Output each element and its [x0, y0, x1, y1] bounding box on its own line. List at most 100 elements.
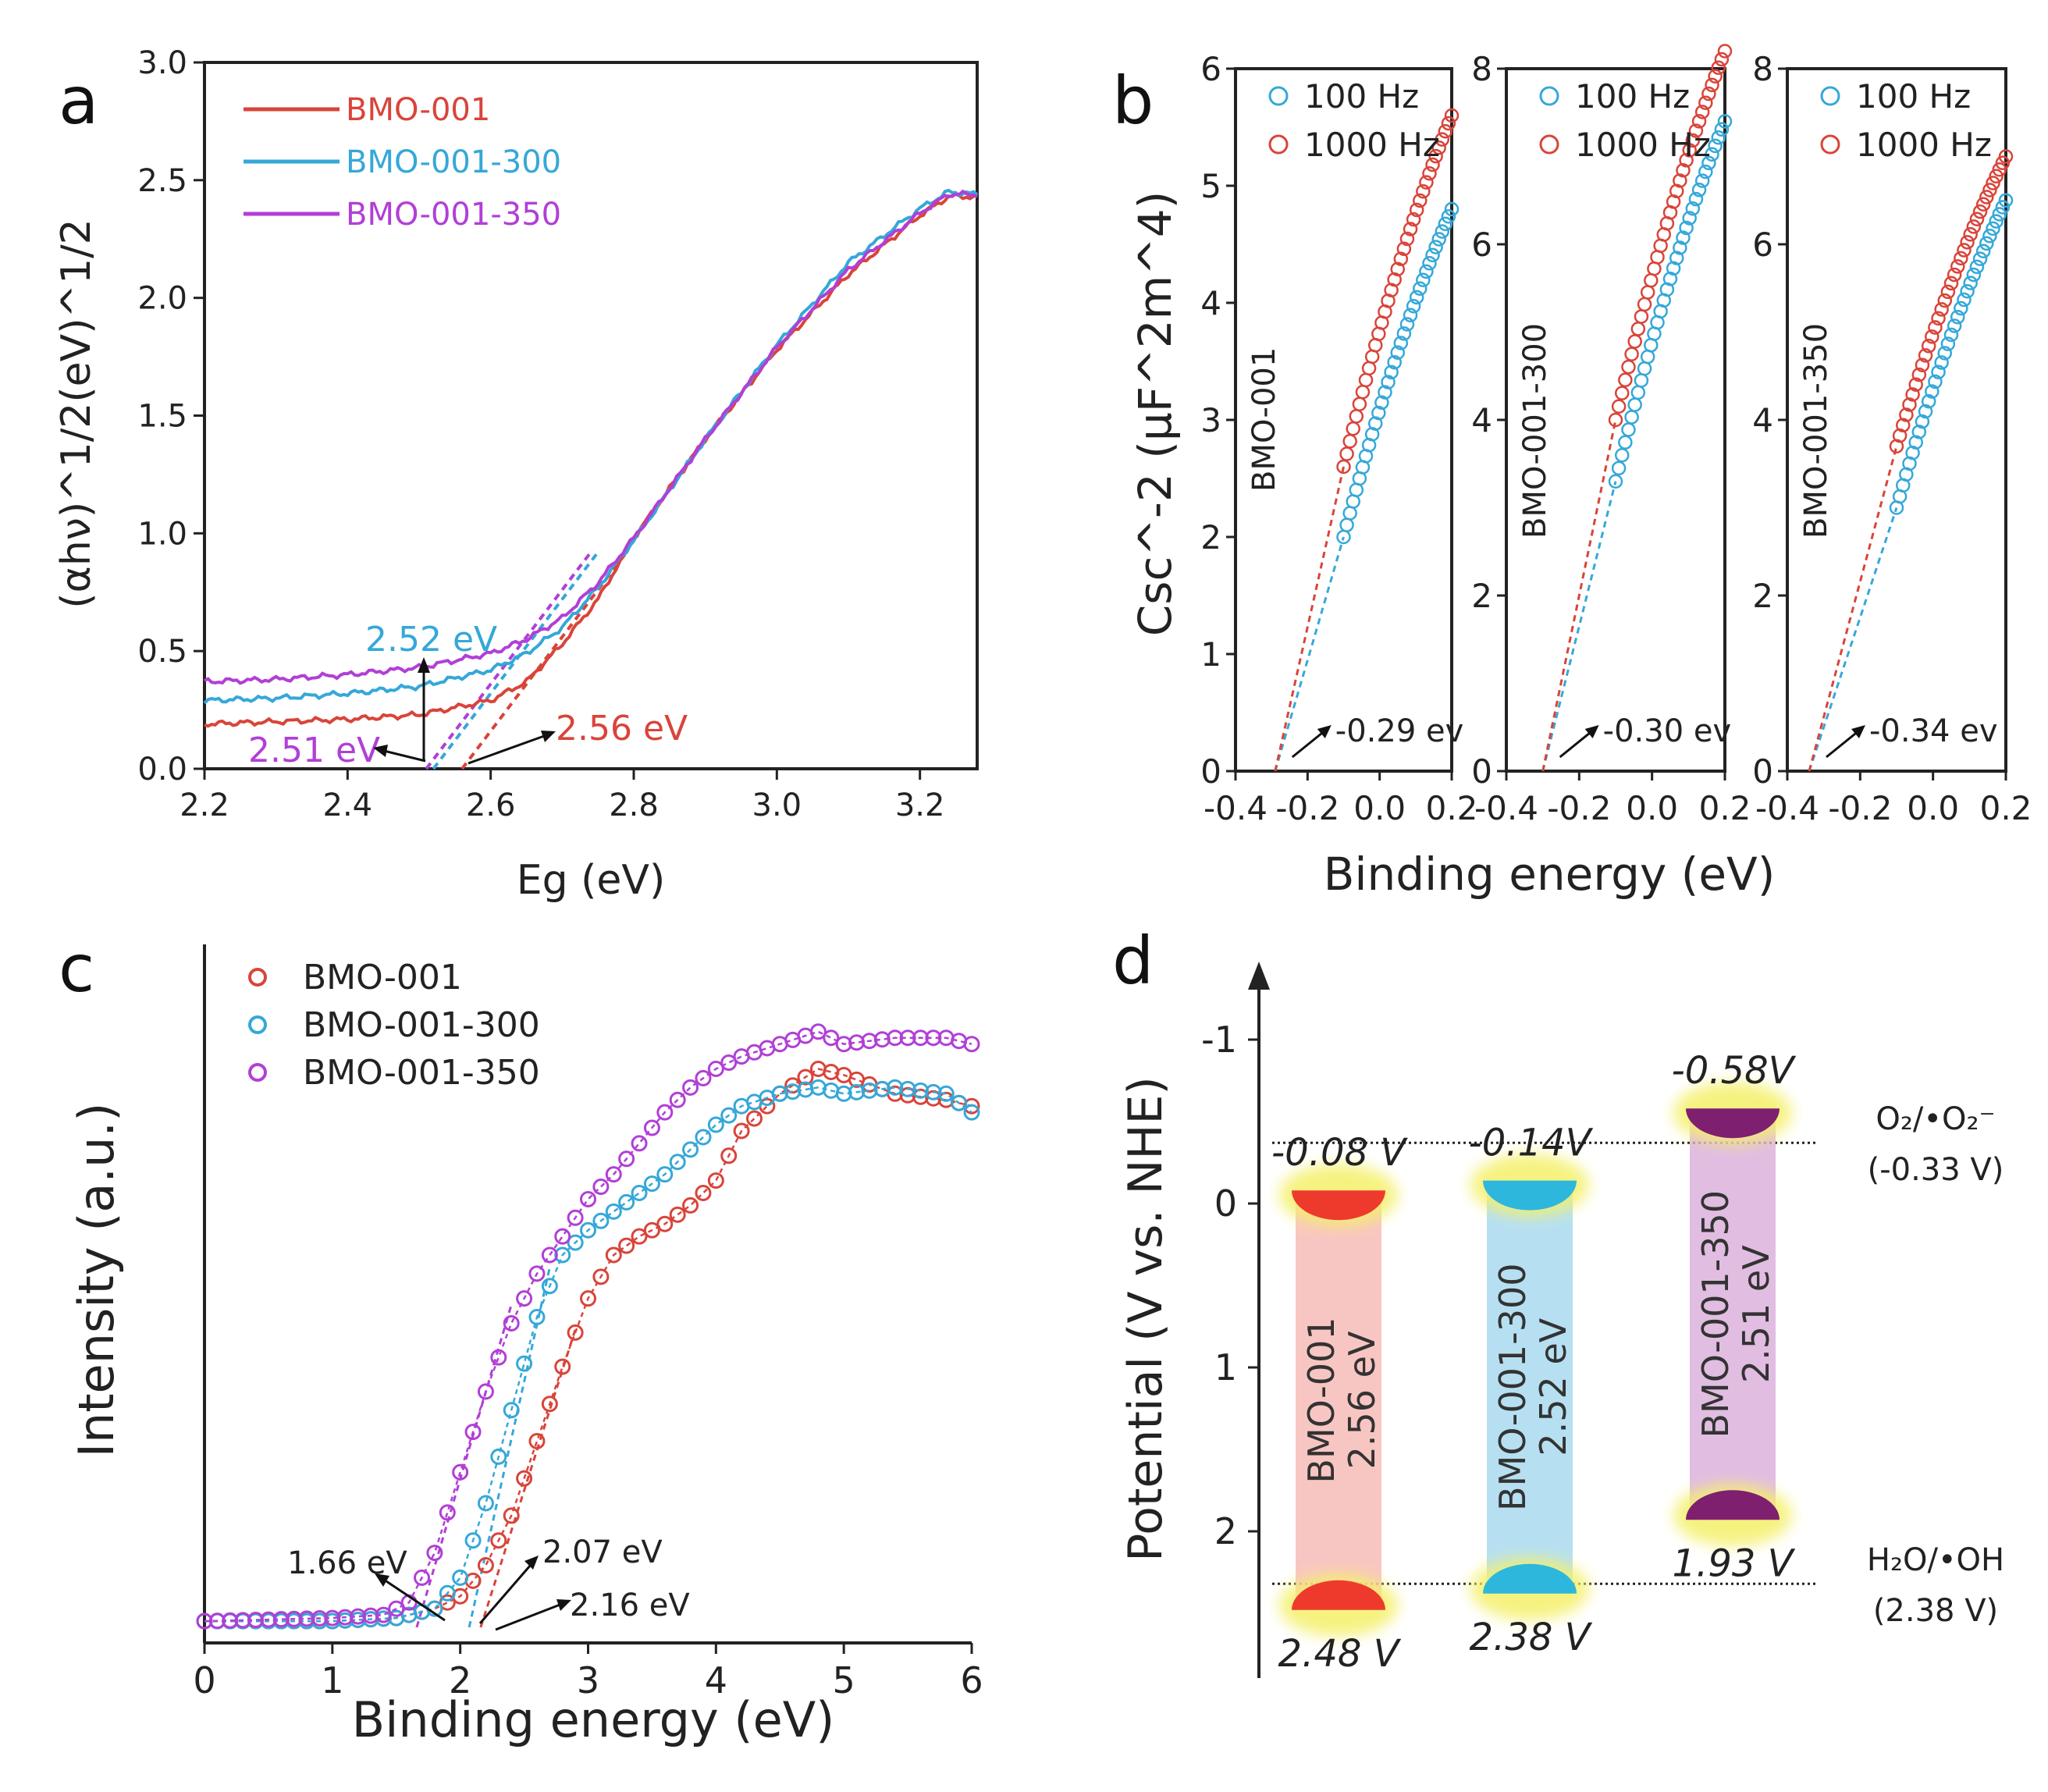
- band-gap-bar: [1296, 1190, 1381, 1610]
- data-point-1000hz: [1630, 322, 1646, 336]
- data-point-100hz: [1931, 364, 1946, 379]
- band-sample-name: BMO-001: [1300, 1317, 1342, 1483]
- data-point: [605, 1166, 622, 1183]
- data-point: [503, 1507, 520, 1524]
- data-point-1000hz: [1960, 235, 1975, 250]
- data-point-100hz: [1640, 349, 1655, 364]
- x-tick-label: 0.0: [1907, 789, 1959, 827]
- data-point-1000hz: [1899, 407, 1914, 422]
- panel-c-ylabel: Intensity (a.u.): [68, 1103, 125, 1458]
- data-point: [414, 1569, 431, 1586]
- vb-potential-label: 2.48 V: [1278, 1632, 1402, 1676]
- data-point: [580, 1290, 596, 1307]
- data-point: [503, 1314, 520, 1332]
- panel-a-ticks: 2.2 2.4 2.6 2.8 3.0 3.2 0.0 0.5 1.0 1.5 2.0 2.5 3.0: [137, 45, 944, 823]
- data-point-1000hz: [1895, 418, 1911, 433]
- data-point-1000hz: [1928, 320, 1943, 335]
- reference-level-label: O₂/•O₂⁻: [1876, 1101, 1995, 1137]
- data-point-1000hz: [1438, 123, 1453, 139]
- data-point-1000hz: [1714, 52, 1730, 67]
- y-tick-label: 0.0: [137, 752, 187, 788]
- band-gap-bar: [1690, 1108, 1776, 1520]
- series-bmo-001-350: [196, 1023, 980, 1630]
- data-point-100hz: [1701, 155, 1716, 171]
- data-point: [643, 1221, 660, 1239]
- data-point: [695, 1185, 712, 1201]
- x-tick-label: 0.2: [1426, 789, 1478, 827]
- data-point-1000hz: [1342, 434, 1357, 449]
- panel-d: -1 0 1 2 O₂/•O₂⁻ (-0.33 V) H₂O/•OH (2.38 V) -0…: [1118, 962, 2004, 1678]
- data-point-100hz: [1708, 138, 1723, 154]
- data-point: [733, 1122, 750, 1140]
- data-point-100hz: [1425, 247, 1440, 263]
- data-point: [695, 1069, 712, 1086]
- y-tick-label: 2: [1200, 518, 1221, 556]
- legend-label-c-bmo-001-300: BMO-001-300: [303, 1005, 540, 1045]
- data-point: [298, 1610, 315, 1627]
- data-point: [464, 1424, 482, 1441]
- data-point-1000hz: [1413, 193, 1428, 208]
- x-tick-label: 3.2: [895, 788, 945, 823]
- y-tick-label: 2.5: [137, 163, 187, 199]
- data-point-100hz: [1634, 373, 1649, 388]
- data-point-100hz: [1396, 326, 1412, 341]
- x-tick-label: 2.2: [180, 788, 229, 823]
- legend-marker-100hz: [1820, 86, 1840, 106]
- x-tick-label: 3: [577, 1659, 599, 1701]
- data-point-1000hz: [1618, 372, 1633, 388]
- data-point-1000hz: [1963, 227, 1978, 242]
- x-tick-label: 6: [960, 1659, 983, 1701]
- data-point-1000hz: [1676, 163, 1691, 178]
- valence-band: [1292, 1580, 1385, 1610]
- data-point-1000hz: [1902, 397, 1917, 412]
- data-point-100hz: [1975, 244, 1991, 258]
- data-point: [260, 1611, 277, 1628]
- x-tick-label: -0.2: [1547, 789, 1611, 827]
- data-point-1000hz: [1355, 384, 1371, 400]
- data-point: [669, 1206, 686, 1223]
- legend-label-1000hz: 1000 Hz: [1575, 126, 1711, 164]
- extrapolation-line: [1541, 481, 1617, 772]
- data-point-1000hz: [1986, 176, 2000, 190]
- legend-label-c-bmo-001: BMO-001: [303, 958, 462, 997]
- data-point: [669, 1091, 686, 1108]
- data-point-1000hz: [1950, 259, 1965, 274]
- y-tick-label: 0.5: [137, 634, 187, 670]
- data-point-100hz: [1688, 191, 1704, 207]
- data-point: [605, 1203, 622, 1220]
- data-point-1000hz: [1425, 157, 1440, 172]
- data-point-100hz: [1669, 251, 1684, 265]
- data-point-100hz: [1711, 130, 1726, 145]
- x-tick-label: 2.8: [609, 788, 659, 823]
- panel-label-c: c: [59, 930, 94, 1007]
- y-tick-label: 2: [1752, 577, 1773, 615]
- data-point-100hz: [1390, 345, 1405, 360]
- x-tick-label: 5: [833, 1659, 855, 1701]
- data-point-100hz: [1934, 355, 1949, 370]
- intercept-arrowhead: [1317, 725, 1332, 738]
- data-point-100hz: [1342, 506, 1357, 521]
- data-point: [208, 1612, 226, 1630]
- legend-label-100hz: 100 Hz: [1856, 77, 1971, 116]
- data-point: [887, 1029, 904, 1047]
- data-point-1000hz: [1717, 44, 1733, 59]
- data-point: [336, 1609, 354, 1626]
- data-point: [720, 1054, 738, 1072]
- panel-c-fits: [415, 1267, 577, 1628]
- y-tick-label: -1: [1201, 1019, 1237, 1061]
- data-point: [477, 1383, 494, 1400]
- legend-marker-100hz: [1268, 86, 1289, 106]
- data-point-100hz: [1982, 229, 1997, 244]
- data-point-1000hz: [1416, 183, 1431, 199]
- y-tick-label: 0: [1471, 752, 1492, 791]
- data-point: [477, 1495, 494, 1512]
- onset-fit-line: [479, 1328, 577, 1628]
- extrapolation-line: [1541, 419, 1617, 772]
- x-tick-label: 3.0: [752, 788, 802, 823]
- data-point-100hz: [1969, 259, 1985, 275]
- fit-line: [432, 551, 599, 770]
- y-tick-label: 4: [1752, 401, 1773, 439]
